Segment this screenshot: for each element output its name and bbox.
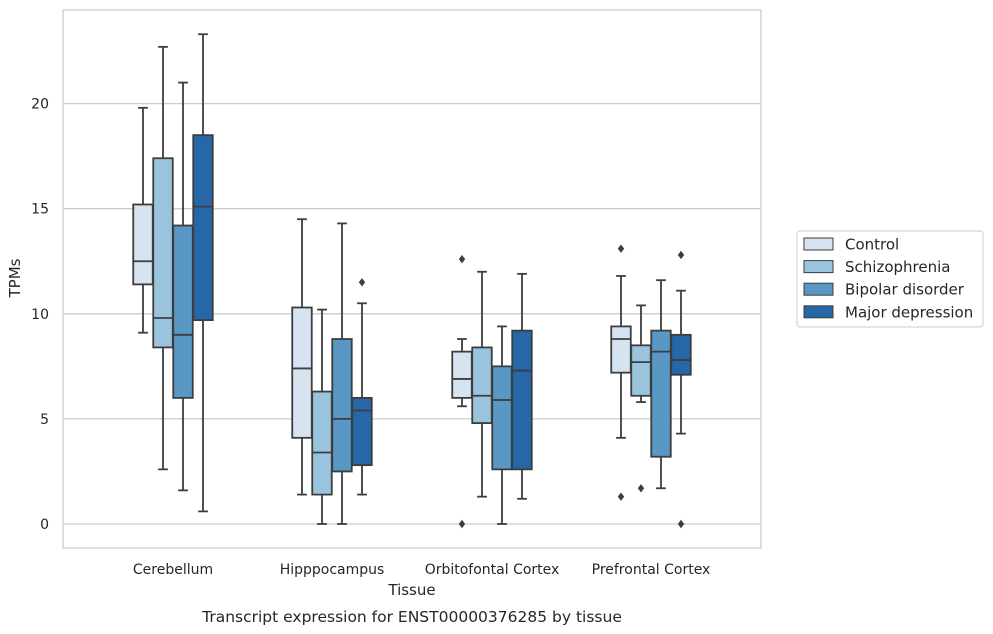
box-iqr bbox=[630, 344, 652, 397]
outlier-point bbox=[617, 244, 625, 253]
box-element bbox=[511, 272, 533, 500]
box-iqr bbox=[291, 306, 313, 439]
legend-label: Control bbox=[845, 236, 899, 254]
legend-items: Control Schizophrenia Bipolar disorder Majo… bbox=[803, 236, 973, 321]
outlier-point bbox=[677, 519, 685, 529]
box-element bbox=[630, 304, 652, 493]
x-tick-label: Orbitofontal Cortex bbox=[425, 562, 560, 578]
box-element bbox=[351, 278, 373, 496]
box-element bbox=[670, 250, 692, 529]
box-element bbox=[152, 45, 174, 471]
box-iqr bbox=[491, 365, 513, 471]
legend-swatch bbox=[803, 260, 834, 274]
box-element bbox=[192, 33, 214, 513]
box-element bbox=[451, 254, 473, 529]
box-iqr bbox=[511, 329, 533, 471]
y-axis-label: TPMs bbox=[6, 258, 24, 298]
chart-caption: Transcript expression for ENST0000037628… bbox=[201, 608, 622, 626]
box-iqr bbox=[331, 338, 353, 473]
outlier-point bbox=[458, 519, 466, 529]
y-tick-label: 10 bbox=[31, 307, 49, 323]
box-iqr bbox=[451, 350, 473, 399]
legend-swatch bbox=[803, 282, 834, 296]
box-element bbox=[172, 81, 194, 492]
legend-swatch bbox=[803, 237, 834, 251]
plot-area-frame bbox=[62, 9, 762, 549]
box-element bbox=[311, 308, 333, 525]
legend-swatch bbox=[803, 305, 834, 319]
box-series bbox=[132, 33, 692, 529]
legend: Control Schizophrenia Bipolar disorder Majo… bbox=[796, 230, 984, 328]
legend-label: Schizophrenia bbox=[845, 258, 950, 276]
x-tick-label: Hipppocampus bbox=[280, 562, 385, 578]
box-iqr bbox=[152, 157, 174, 349]
outlier-point bbox=[358, 278, 366, 287]
box-element bbox=[650, 279, 672, 490]
box-element bbox=[471, 270, 493, 498]
y-tick-label: 5 bbox=[40, 412, 49, 428]
box-iqr bbox=[471, 346, 493, 425]
box-element bbox=[291, 218, 313, 496]
x-tick-label: Cerebellum bbox=[133, 562, 213, 578]
legend-label: Major depression bbox=[845, 303, 973, 321]
y-tick-label: 0 bbox=[40, 517, 49, 533]
legend-frame bbox=[796, 230, 984, 328]
outlier-point bbox=[458, 254, 466, 264]
box-element bbox=[132, 106, 154, 334]
box-iqr bbox=[192, 134, 214, 322]
box-iqr bbox=[650, 329, 672, 458]
x-axis-label: Tissue bbox=[387, 581, 435, 599]
y-axis-ticks: 0 5 10 15 20 bbox=[31, 97, 49, 533]
box-iqr bbox=[311, 390, 333, 496]
box-iqr bbox=[351, 396, 373, 467]
box-iqr bbox=[172, 224, 194, 399]
box-element bbox=[331, 222, 353, 525]
box-element bbox=[610, 244, 632, 501]
legend-label: Bipolar disorder bbox=[845, 281, 965, 299]
box-iqr bbox=[610, 325, 632, 374]
box-element bbox=[491, 325, 513, 525]
series-schizophrenia bbox=[152, 45, 652, 525]
outlier-point bbox=[677, 250, 685, 260]
outlier-point bbox=[637, 484, 645, 493]
y-tick-label: 20 bbox=[31, 97, 49, 113]
outlier-point bbox=[617, 492, 625, 501]
series-major-depression bbox=[192, 33, 692, 529]
box-iqr bbox=[670, 333, 692, 376]
series-bipolar-disorder bbox=[172, 81, 672, 525]
x-tick-label: Prefrontal Cortex bbox=[592, 562, 711, 578]
y-tick-label: 15 bbox=[31, 202, 49, 218]
box-iqr bbox=[132, 203, 154, 286]
x-axis-ticks: Cerebellum Hipppocampus Orbitofontal Corte… bbox=[133, 562, 710, 578]
